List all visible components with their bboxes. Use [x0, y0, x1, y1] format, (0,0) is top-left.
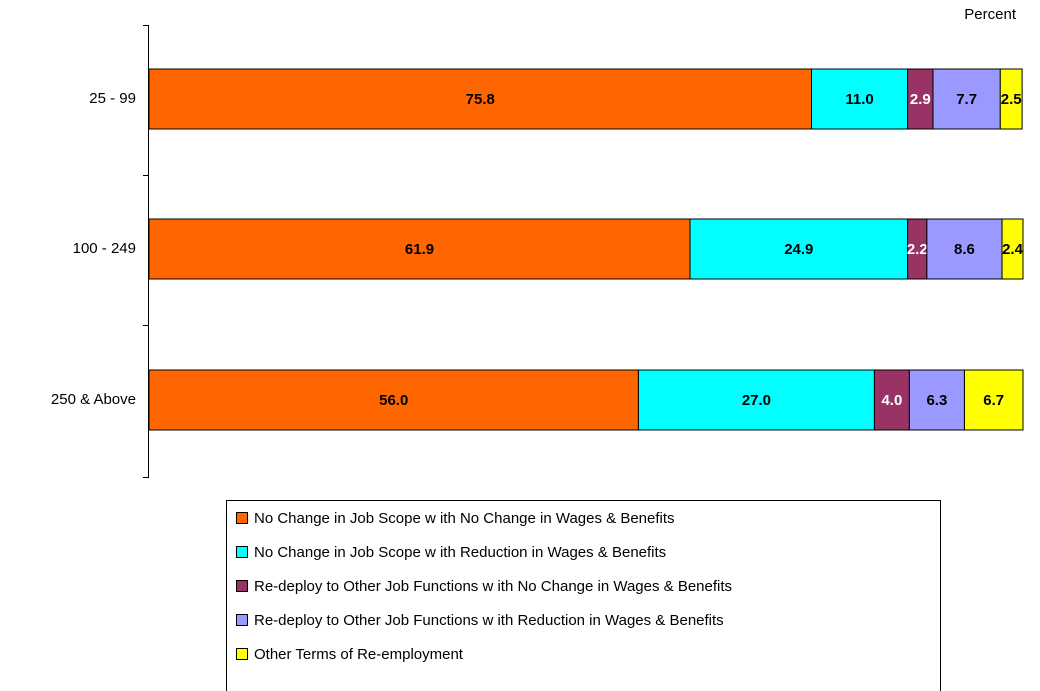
bar-segment: [926, 218, 1003, 280]
data-label: 75.8: [466, 91, 495, 108]
data-label: 56.0: [379, 392, 408, 409]
legend-label: Other Terms of Re-employment: [254, 646, 464, 663]
y-axis: [143, 25, 149, 478]
bar-segment: [810, 68, 909, 130]
bar-segment: [873, 369, 910, 431]
data-label: 6.7: [983, 392, 1004, 409]
data-label: 6.3: [926, 392, 947, 409]
legend-swatch: [236, 614, 248, 626]
bar-segment: [932, 68, 1001, 130]
data-label: 2.2: [907, 241, 928, 258]
bar-segment: [963, 369, 1024, 431]
legend-label: Re-deploy to Other Job Functions w ith R…: [254, 612, 724, 629]
data-label: 4.0: [881, 392, 902, 409]
legend-swatch: [236, 580, 248, 592]
y-tick-label: 250 & Above: [51, 391, 136, 408]
y-tick-label: 25 - 99: [89, 90, 136, 107]
data-label: 8.6: [954, 241, 975, 258]
legend-label: No Change in Job Scope w ith No Change i…: [254, 510, 675, 527]
legend-label: No Change in Job Scope w ith Reduction i…: [254, 544, 666, 561]
legend-swatch: [236, 546, 248, 558]
bar-segment: [907, 68, 934, 130]
data-label: 24.9: [784, 241, 813, 258]
bar-segment: [148, 218, 691, 280]
legend-label: Re-deploy to Other Job Functions w ith N…: [254, 578, 732, 595]
data-label: 27.0: [742, 392, 771, 409]
data-label: 11.0: [845, 91, 873, 108]
data-label: 2.5: [1001, 91, 1022, 108]
bar-segment: [1001, 218, 1024, 280]
legend-swatch: [236, 512, 248, 524]
bar-segment: [999, 68, 1023, 130]
data-label: 61.9: [405, 241, 434, 258]
legend-swatch: [236, 648, 248, 660]
data-label: 7.7: [956, 91, 977, 108]
legend-box: [226, 500, 941, 691]
bar-segment: [689, 218, 909, 280]
bar-segment: [148, 369, 639, 431]
axis-label: Percent: [964, 6, 1017, 23]
data-label: 2.4: [1002, 241, 1024, 258]
data-label: 2.9: [910, 91, 931, 108]
y-tick-label: 100 - 249: [73, 240, 136, 257]
